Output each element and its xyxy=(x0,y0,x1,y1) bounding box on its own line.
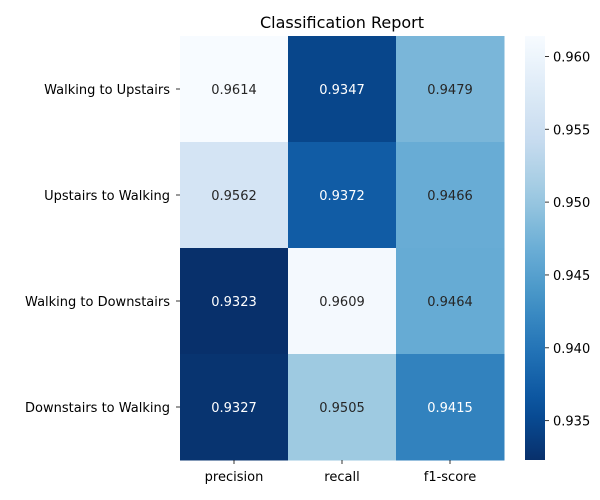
heatmap-cells xyxy=(180,36,505,461)
cell-value-label: 0.9323 xyxy=(211,295,257,310)
heatmap-cell xyxy=(288,142,397,249)
heatmap-cell xyxy=(180,36,289,143)
colorbar: 0.935 0.940 0.945 0.950 0.955 0.960 xyxy=(525,36,590,460)
y-tick-label: Downstairs to Walking xyxy=(25,401,170,416)
heatmap-cell xyxy=(396,248,505,355)
cell-value-label: 0.9372 xyxy=(319,189,365,204)
y-tick-label: Walking to Upstairs xyxy=(44,83,170,98)
chart-title: Classification Report xyxy=(260,13,424,32)
cell-value-label: 0.9562 xyxy=(211,189,257,204)
cell-value-label: 0.9479 xyxy=(427,83,473,98)
cell-value-label: 0.9614 xyxy=(211,83,257,98)
heatmap-cell xyxy=(288,36,397,143)
x-tick-label: recall xyxy=(324,470,359,485)
cell-value-label: 0.9505 xyxy=(319,401,365,416)
colorbar-tick-label: 0.955 xyxy=(553,123,590,138)
colorbar-tick-label: 0.960 xyxy=(553,50,590,65)
y-tick-label: Walking to Downstairs xyxy=(25,295,170,310)
heatmap-cell xyxy=(288,248,397,355)
x-axis-ticks: precision recall f1-score xyxy=(205,460,476,485)
colorbar-tick-label: 0.935 xyxy=(553,415,590,430)
y-tick-label: Upstairs to Walking xyxy=(44,189,170,204)
colorbar-tick-label: 0.945 xyxy=(553,269,590,284)
cell-value-label: 0.9464 xyxy=(427,295,473,310)
heatmap-cell xyxy=(288,354,397,461)
y-axis-ticks: Walking to Upstairs Upstairs to Walking Wa… xyxy=(25,83,180,416)
x-tick-label: precision xyxy=(205,470,264,485)
colorbar-tick-label: 0.950 xyxy=(553,196,590,211)
heatmap-cell-labels: 0.9614 0.9347 0.9479 0.9562 0.9372 0.9466 0.93… xyxy=(211,83,473,416)
cell-value-label: 0.9327 xyxy=(211,401,257,416)
cell-value-label: 0.9347 xyxy=(319,83,365,98)
cell-value-label: 0.9415 xyxy=(427,401,473,416)
heatmap-cell xyxy=(396,142,505,249)
heatmap-cell xyxy=(396,354,505,461)
colorbar-tick-label: 0.940 xyxy=(553,342,590,357)
heatmap-cell xyxy=(396,36,505,143)
cell-value-label: 0.9466 xyxy=(427,189,473,204)
cell-value-label: 0.9609 xyxy=(319,295,365,310)
x-tick-label: f1-score xyxy=(424,470,476,485)
heatmap-cell xyxy=(180,248,289,355)
heatmap-cell xyxy=(180,354,289,461)
colorbar-gradient xyxy=(525,36,545,460)
heatmap-cell xyxy=(180,142,289,249)
